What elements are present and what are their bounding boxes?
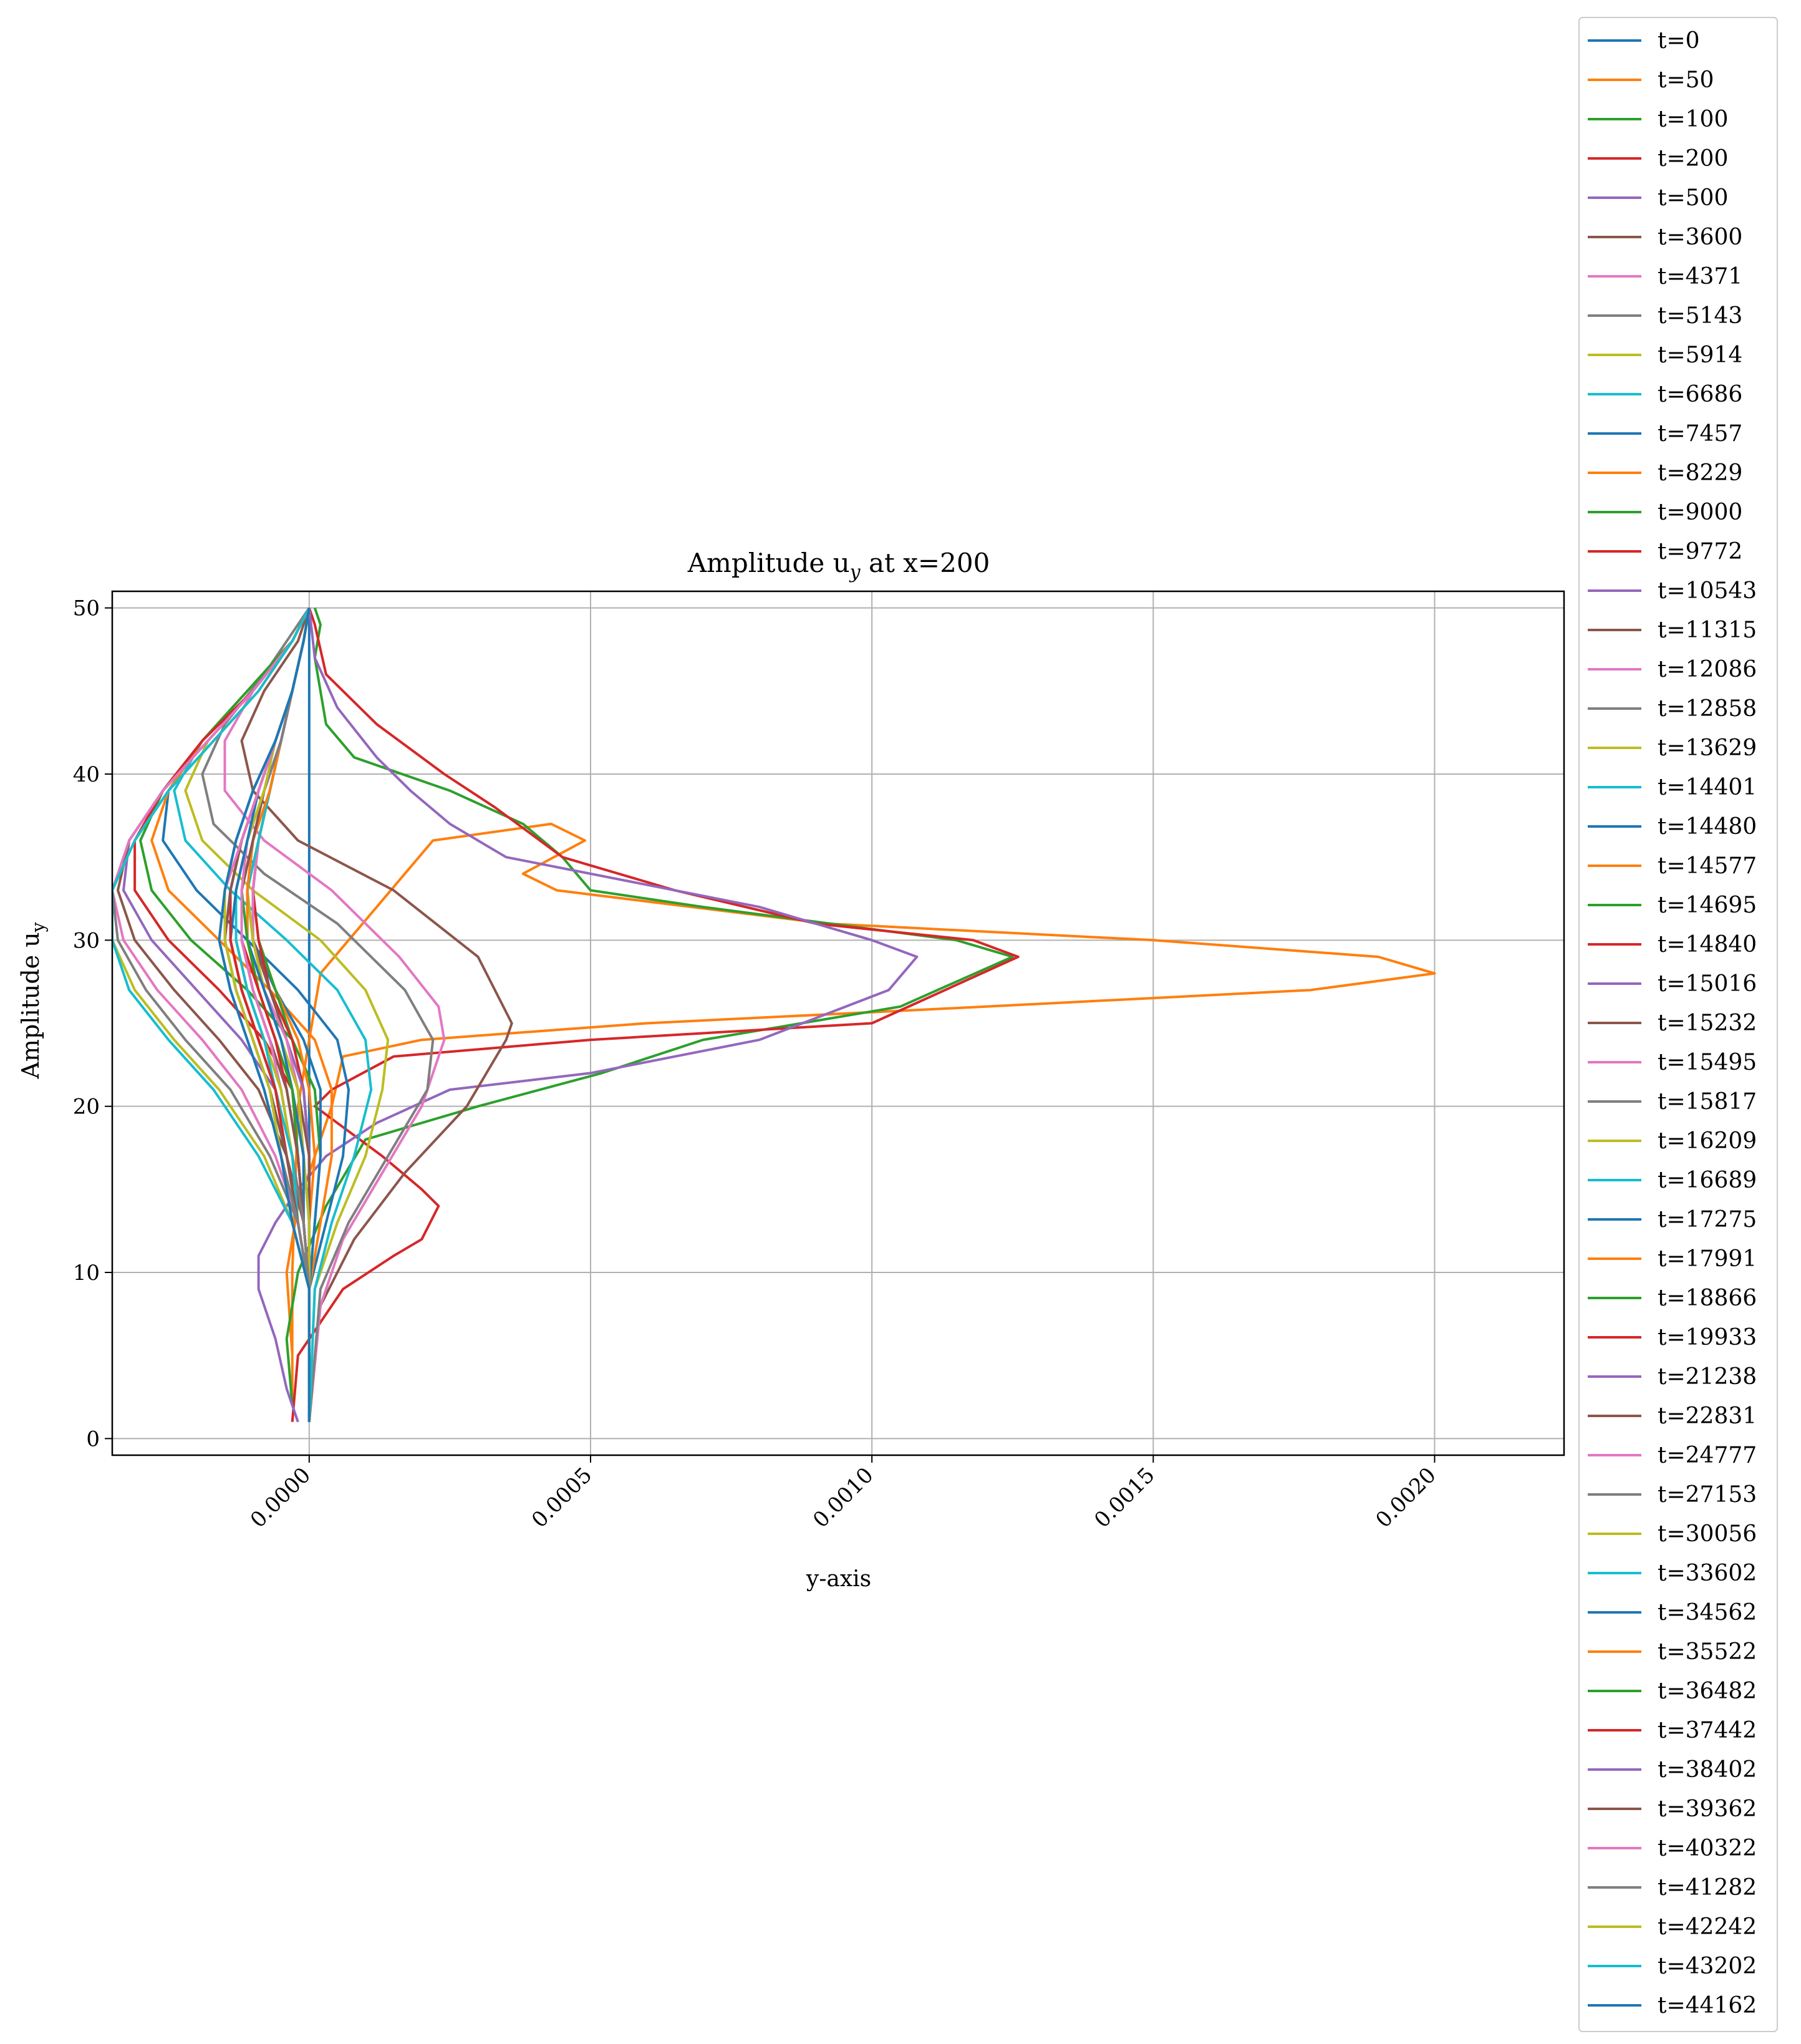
y-tick-label: 40 [73, 762, 100, 787]
legend-label: t=35522 [1658, 1639, 1757, 1665]
legend-label: t=36482 [1658, 1678, 1757, 1704]
y-ticks: 0 10 20 30 40 50 [73, 596, 112, 1451]
legend-label: t=41282 [1658, 1875, 1757, 1901]
y-tick-label: 50 [73, 596, 100, 621]
axes-frame [111, 590, 1565, 1456]
legend-label: t=42242 [1658, 1914, 1757, 1940]
legend-label: t=0 [1658, 28, 1700, 54]
legend-label: t=10543 [1658, 578, 1757, 604]
legend-label: t=44162 [1658, 1993, 1757, 2018]
legend-label: t=16209 [1658, 1128, 1757, 1154]
legend-label: t=17275 [1658, 1207, 1757, 1233]
legend-label: t=38402 [1658, 1757, 1757, 1783]
chart-title-suffix: at x=200 [861, 548, 990, 578]
legend-label: t=5143 [1658, 303, 1742, 329]
legend-label: t=34562 [1658, 1600, 1757, 1625]
legend-label: t=21238 [1658, 1364, 1757, 1390]
legend-label: t=500 [1658, 185, 1728, 211]
legend-label: t=22831 [1658, 1403, 1757, 1429]
plot-lines [112, 607, 1436, 1423]
legend-label: t=27153 [1658, 1482, 1757, 1508]
legend-label: t=6686 [1658, 382, 1742, 407]
legend-label: t=40322 [1658, 1836, 1757, 1861]
series-line [112, 607, 311, 1422]
y-tick-label: 30 [73, 928, 100, 953]
chart-title: Amplitude uy at x=200 [687, 548, 990, 583]
legend-label: t=43202 [1658, 1954, 1757, 1979]
legend-label: t=18866 [1658, 1286, 1757, 1311]
legend-label: t=12086 [1658, 657, 1757, 682]
legend-label: t=12858 [1658, 696, 1757, 722]
legend-label: t=9000 [1658, 500, 1742, 525]
series-line [218, 608, 311, 1422]
legend-label: t=14577 [1658, 853, 1757, 879]
y-axis-label-subscript: y [28, 922, 49, 932]
legend-label: t=9772 [1658, 539, 1742, 564]
y-tick-label: 0 [86, 1426, 100, 1451]
legend: t=0 t=50 t=100 t=200 t=500 t=3600 t=4371 t=5143… [1578, 17, 1778, 2032]
legend-label: t=16689 [1658, 1168, 1757, 1193]
legend-label: t=37442 [1658, 1718, 1757, 1743]
legend-label: t=3600 [1658, 225, 1742, 250]
legend-label: t=4371 [1658, 264, 1742, 289]
legend-label: t=200 [1658, 146, 1728, 172]
series-line [112, 607, 311, 1422]
legend-label: t=17991 [1658, 1246, 1757, 1272]
y-axis-label-text: Amplitude u [17, 932, 44, 1079]
legend-label: t=14695 [1658, 893, 1757, 918]
legend-label: t=30056 [1658, 1521, 1757, 1547]
y-axis-label: Amplitude uy [17, 922, 49, 1079]
legend-label: t=14840 [1658, 932, 1757, 957]
series-line [201, 607, 435, 1422]
legend-label: t=7457 [1658, 421, 1742, 447]
series-line [240, 607, 513, 1422]
legend-label: t=15232 [1658, 1010, 1757, 1036]
series-line [257, 608, 919, 1423]
chart-title-subscript: y [849, 561, 861, 583]
legend-label: t=15016 [1658, 971, 1757, 997]
x-axis-label: y-axis [806, 1566, 871, 1592]
legend-label: t=14401 [1658, 775, 1757, 800]
legend-label: t=5914 [1658, 342, 1742, 368]
series-line [285, 607, 1014, 1406]
legend-label: t=100 [1658, 107, 1728, 132]
legend-label: t=19933 [1658, 1325, 1757, 1350]
legend-label: t=24777 [1658, 1443, 1757, 1468]
series-line [285, 822, 1436, 1406]
legend-label: t=33602 [1658, 1561, 1757, 1586]
series-line [291, 607, 1020, 1422]
legend-label: t=15495 [1658, 1050, 1757, 1075]
legend-label: t=39362 [1658, 1796, 1757, 1822]
legend-label: t=8229 [1658, 460, 1742, 486]
chart-title-text: Amplitude u [687, 548, 850, 578]
legend-label: t=13629 [1658, 735, 1757, 761]
y-tick-label: 20 [73, 1095, 100, 1120]
legend-label: t=11315 [1658, 618, 1757, 643]
legend-box [1578, 17, 1778, 2032]
legend-label: t=15817 [1658, 1089, 1757, 1115]
legend-label: t=50 [1658, 67, 1714, 93]
legend-label: t=14480 [1658, 814, 1757, 840]
y-tick-label: 10 [73, 1261, 100, 1286]
